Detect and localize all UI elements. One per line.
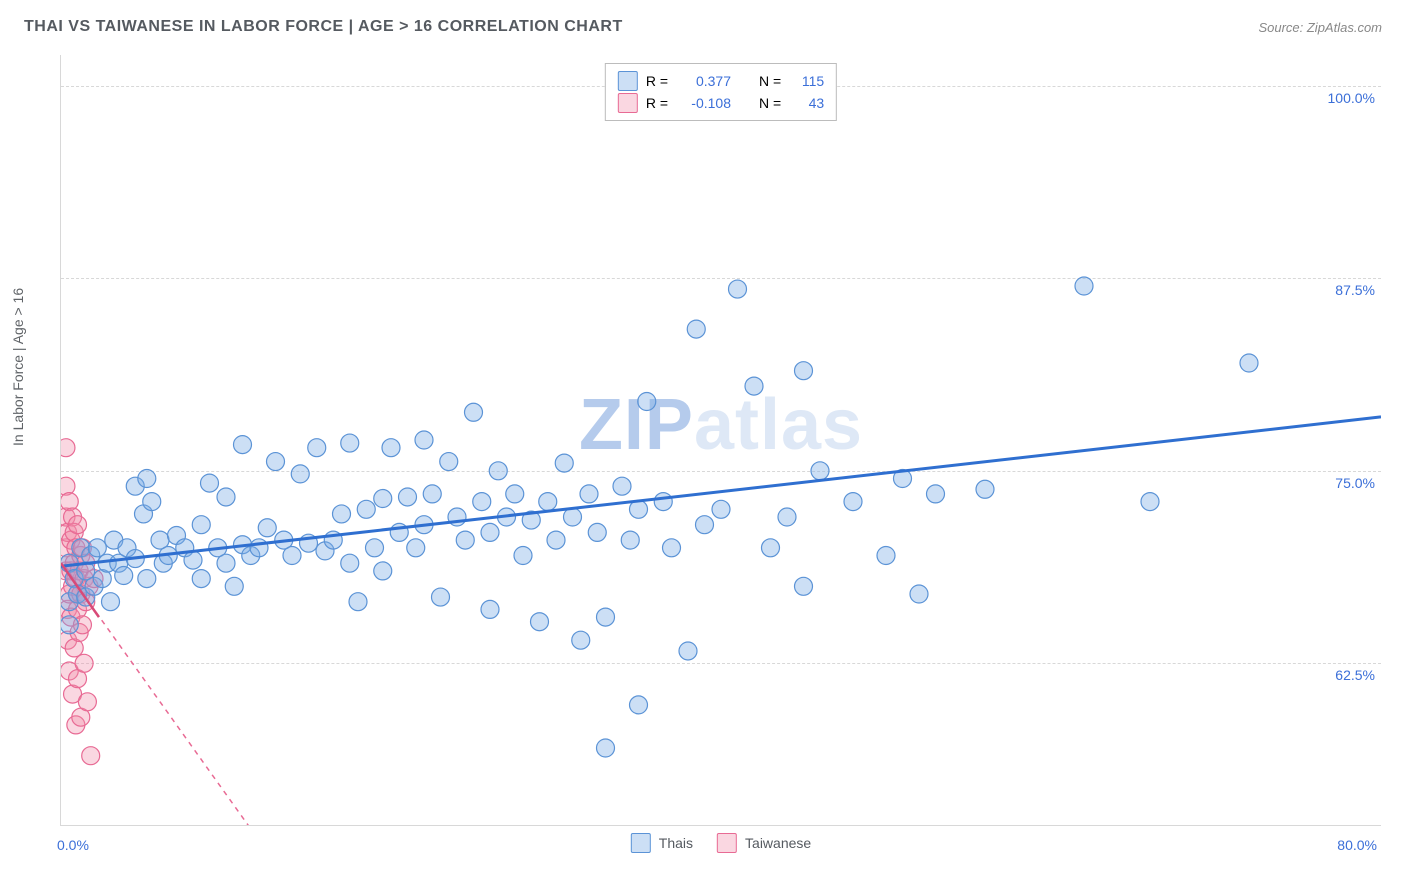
- n-label: N =: [759, 73, 781, 89]
- legend-label-blue: Thais: [659, 835, 693, 851]
- pink-swatch-icon: [717, 833, 737, 853]
- pink-n-value: 43: [789, 95, 824, 111]
- r-label: R =: [646, 73, 668, 89]
- legend-item-pink: Taiwanese: [717, 833, 811, 853]
- x-tick-label: 80.0%: [1337, 837, 1377, 853]
- trend-lines: [61, 55, 1381, 825]
- chart-title: THAI VS TAIWANESE IN LABOR FORCE | AGE >…: [24, 18, 623, 36]
- legend-item-blue: Thais: [631, 833, 693, 853]
- blue-r-value: 0.377: [676, 73, 731, 89]
- blue-n-value: 115: [789, 73, 824, 89]
- source-label: Source: ZipAtlas.com: [1258, 20, 1382, 35]
- blue-swatch-icon: [631, 833, 651, 853]
- y-tick-label: 62.5%: [1335, 667, 1375, 683]
- trend-line: [61, 417, 1381, 566]
- y-tick-label: 100.0%: [1328, 90, 1375, 106]
- r-label: R =: [646, 95, 668, 111]
- n-label: N =: [759, 95, 781, 111]
- trend-line: [61, 563, 259, 825]
- legend: Thais Taiwanese: [631, 833, 811, 853]
- pink-r-value: -0.108: [676, 95, 731, 111]
- plot-area: ZIPatlas 62.5%75.0%87.5%100.0% R = 0.377…: [60, 55, 1381, 826]
- x-tick-label: 0.0%: [57, 837, 89, 853]
- y-tick-label: 87.5%: [1335, 282, 1375, 298]
- stats-box: R = 0.377 N = 115 R = -0.108 N = 43: [605, 63, 837, 121]
- trend-line: [61, 563, 99, 617]
- stats-row-pink: R = -0.108 N = 43: [618, 92, 824, 114]
- legend-label-pink: Taiwanese: [745, 835, 811, 851]
- blue-swatch-icon: [618, 71, 638, 91]
- y-tick-label: 75.0%: [1335, 475, 1375, 491]
- pink-swatch-icon: [618, 93, 638, 113]
- stats-row-blue: R = 0.377 N = 115: [618, 70, 824, 92]
- y-axis-label: In Labor Force | Age > 16: [10, 288, 26, 446]
